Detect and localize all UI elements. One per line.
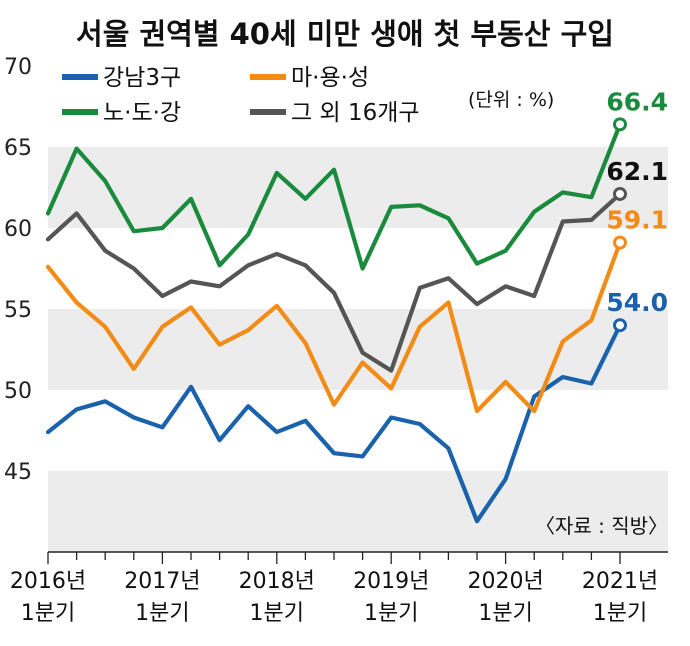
x-tick-label: 1분기 [250,601,304,626]
x-tick-label: 2016년 [10,569,86,594]
unit-note: (단위 : %) [468,89,554,111]
series-line [45,191,623,373]
x-axis: 2016년 1분기 2017년 1분기 2018년 1분기 2019년 1분기 2020년 1분기… [10,551,668,626]
legend-label-nodogang: 노·도·강 [103,100,181,126]
series-line [45,240,623,414]
series-end-marker [613,186,627,201]
series-line [45,323,623,524]
x-tick-label: 1분기 [135,601,189,626]
x-tick-label: 1분기 [21,601,75,626]
x-tick-label: 2019년 [353,569,429,594]
source-note: 〈자료 : 직방〉 [535,514,668,538]
y-tick-label: 50 [4,379,32,404]
y-tick-label: 65 [4,136,32,161]
series-end-marker [613,117,627,132]
series-end-marker [613,235,627,250]
legend: 강남3구 마·용·성 노·도·강 그 외 16개구 [62,65,420,126]
end-value-label: 59.1 [606,206,668,235]
end-value-label: 54.0 [606,288,668,317]
grid-band [48,147,668,228]
series-lines [45,117,627,524]
chart-title: 서울 권역별 40세 미만 생애 첫 부동산 구입 [76,17,614,51]
end-labels: 54.0 59.1 66.4 62.1 [606,87,668,317]
x-tick-label: 1분기 [364,601,418,626]
x-tick-label: 2021년 [582,569,658,594]
y-tick-label: 60 [4,217,32,242]
grid-band [48,471,668,552]
end-value-label: 66.4 [606,87,668,116]
x-tick-label: 2017년 [124,569,200,594]
series-line [45,122,623,271]
y-tick-label: 55 [4,298,32,323]
legend-label-others: 그 외 16개구 [291,100,420,126]
legend-label-mayongseong: 마·용·성 [291,65,369,91]
y-tick-label: 70 [4,55,32,80]
end-value-label: 62.1 [606,157,668,186]
x-tick-label: 1분기 [478,601,532,626]
legend-label-gangnam: 강남3구 [103,65,181,91]
x-tick-label: 2018년 [239,569,315,594]
x-tick-label: 1분기 [593,601,647,626]
y-axis-ticks: 70 65 60 55 50 45 [4,55,32,485]
x-tick-label: 2020년 [467,569,543,594]
series-end-marker [613,318,627,333]
y-tick-label: 45 [4,460,32,485]
grid-bands [48,147,668,552]
